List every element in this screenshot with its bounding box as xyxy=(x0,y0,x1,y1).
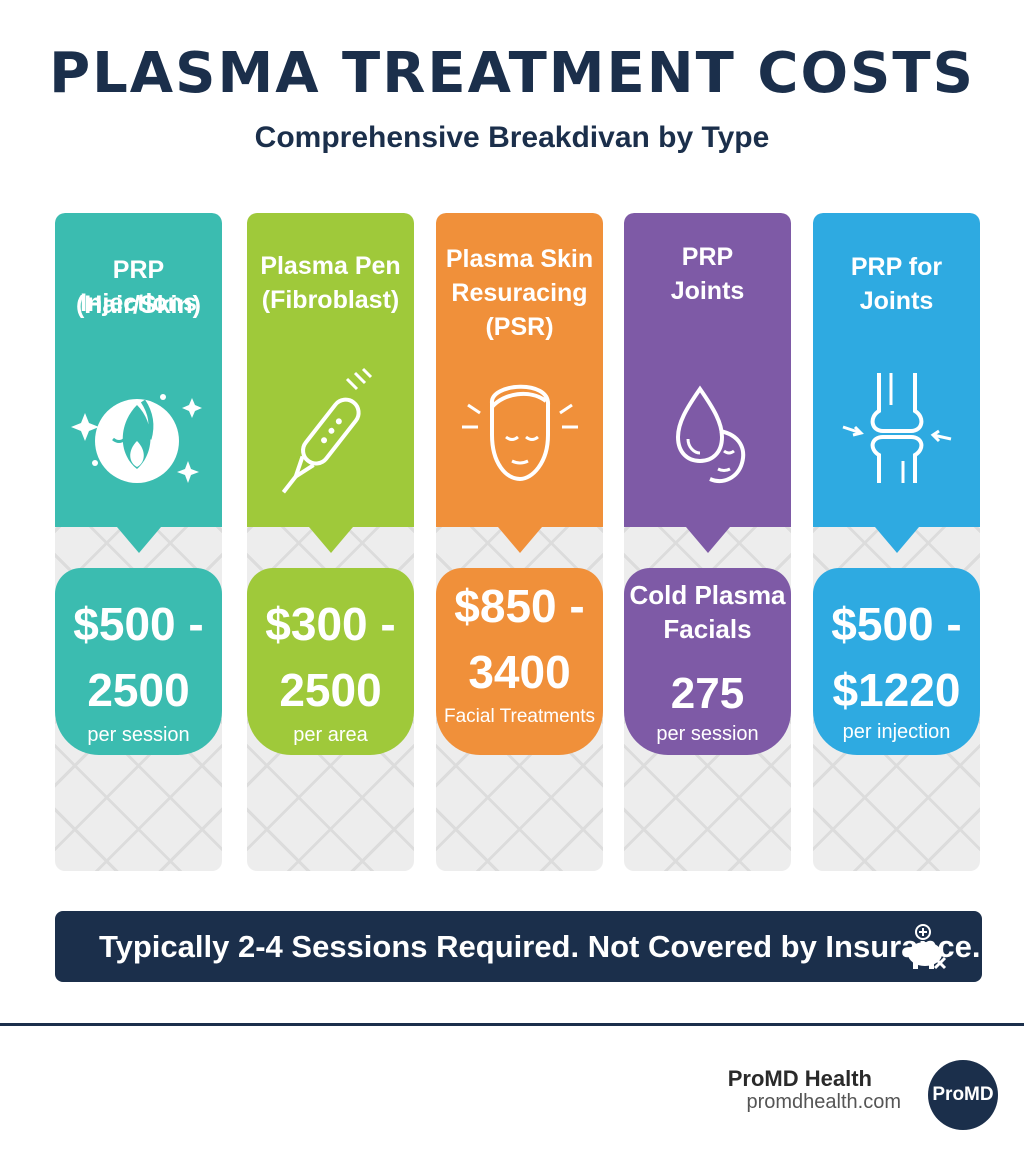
knee-joint-icon xyxy=(813,343,980,503)
price-value: $1220 xyxy=(832,664,961,716)
droplet-face-icon xyxy=(624,343,791,503)
card-title-line: PRP xyxy=(681,243,734,271)
price-value: 275 xyxy=(670,669,745,718)
card-title-line: Joints xyxy=(670,277,745,305)
card-title-line: (PSR) xyxy=(485,313,554,341)
card-prp-injections: PRP Injections (Hair/Skin) $500 - 2500 p… xyxy=(55,213,222,871)
price-unit: per injection xyxy=(842,721,951,743)
price-box: $500 - 2500 per session xyxy=(55,568,222,755)
card-notch xyxy=(874,527,919,553)
card-title-line: Plasma Skin xyxy=(445,245,594,273)
price-value: 3400 xyxy=(468,646,571,698)
card-header: PRP Injections (Hair/Skin) xyxy=(55,213,222,527)
card-title-line: (Hair/Skin) xyxy=(75,291,202,319)
price-unit: per session xyxy=(656,723,759,745)
card-plasma-pen: Plasma Pen (Fibroblast) $300 - 2500 per xyxy=(247,213,414,871)
card-title-line: Joints xyxy=(859,287,934,315)
brand-logo: ProMD xyxy=(928,1060,998,1130)
card-title-line: (Fibroblast) xyxy=(261,286,400,314)
price-label: Cold Plasma xyxy=(629,580,786,610)
price-value: 2500 xyxy=(279,664,382,716)
card-notch xyxy=(497,527,542,553)
price-label: Facials xyxy=(663,614,752,644)
price-unit: per session xyxy=(87,724,190,746)
brand-name: ProMD Health xyxy=(727,1066,872,1091)
hair-follicle-icon xyxy=(55,343,222,503)
card-notch xyxy=(685,527,730,553)
card-notch xyxy=(116,527,161,553)
card-title-line: Resuracing xyxy=(451,279,588,307)
page-title: PLASMA TREATMENT COSTS xyxy=(49,41,975,106)
price-box: $850 - 3400 Facial Treatments xyxy=(436,568,603,755)
card-prp-for-joints: PRP for Joints $500 - $1220 per injectio… xyxy=(813,213,980,871)
card-title-line: PRP Injections xyxy=(80,256,197,317)
price-unit: per area xyxy=(293,724,368,746)
price-value: $850 - xyxy=(454,580,585,632)
face-icon xyxy=(436,343,603,503)
card-header: Plasma Pen (Fibroblast) xyxy=(247,213,414,527)
price-value: 2500 xyxy=(87,664,190,716)
brand-url[interactable]: promdhealth.com xyxy=(746,1091,901,1113)
footer-divider xyxy=(0,1023,1024,1026)
banner-text: Typically 2-4 Sessions Required. Not Cov… xyxy=(99,929,981,964)
price-box: Cold Plasma Facials 275 per session xyxy=(624,568,791,755)
card-title-line: Plasma Pen xyxy=(260,252,401,280)
card-prp-joints: PRP Joints Cold Plasma Facials 275 per s… xyxy=(624,213,791,871)
page-subtitle: Comprehensive Breakdivan by Type xyxy=(254,121,770,154)
card-title-line: PRP for xyxy=(850,253,943,281)
card-plasma-skin-resurfacing: Plasma Skin Resuracing (PSR) $850 - 3400… xyxy=(436,213,603,871)
price-value: $500 - xyxy=(831,598,962,650)
card-header: PRP Joints xyxy=(624,213,791,527)
plasma-pen-icon xyxy=(247,343,414,503)
price-box: $500 - $1220 per injection xyxy=(813,568,980,755)
price-value: $300 - xyxy=(265,598,396,650)
card-header: Plasma Skin Resuracing (PSR) xyxy=(436,213,603,527)
info-banner: Typically 2-4 Sessions Required. Not Cov… xyxy=(55,911,982,982)
piggy-bank-icon xyxy=(901,924,951,975)
card-header: PRP for Joints xyxy=(813,213,980,527)
price-value: $500 - xyxy=(73,598,204,650)
card-notch xyxy=(308,527,353,553)
price-box: $300 - 2500 per area xyxy=(247,568,414,755)
price-unit: Facial Treatments xyxy=(444,706,595,727)
